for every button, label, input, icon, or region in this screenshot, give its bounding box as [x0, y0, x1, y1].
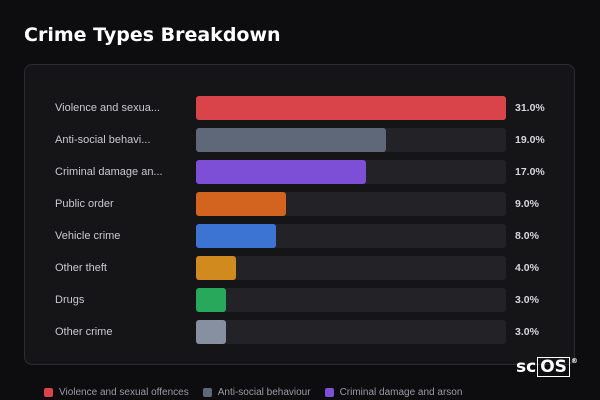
category-label: Other theft	[55, 262, 107, 274]
logo-boxed: OS	[537, 357, 570, 377]
legend-swatch	[44, 388, 53, 397]
legend-item: Violence and sexual offences	[44, 387, 189, 398]
bar-row: Vehicle crime 8.0%	[25, 224, 574, 248]
logo-prefix: sc	[516, 357, 537, 377]
legend-label: Criminal damage and arson	[339, 387, 463, 398]
category-label: Anti-social behavi...	[55, 134, 151, 146]
bar-row: Anti-social behavi... 19.0%	[25, 128, 574, 152]
bar-track	[196, 288, 506, 312]
category-label: Public order	[55, 198, 114, 210]
bar-row: Criminal damage an... 17.0%	[25, 160, 574, 184]
bar	[196, 160, 366, 184]
value-label: 19.0%	[515, 134, 545, 146]
bar-row: Other theft 4.0%	[25, 256, 574, 280]
legend-swatch	[202, 388, 212, 397]
legend-item: Criminal damage and arson	[324, 387, 463, 398]
bar	[196, 256, 236, 280]
bar-row: Violence and sexua... 31.0%	[25, 96, 574, 120]
bar	[196, 320, 226, 344]
value-label: 31.0%	[515, 102, 545, 114]
value-label: 17.0%	[515, 166, 545, 178]
bar	[196, 96, 506, 120]
bar-track	[196, 160, 506, 184]
legend-label: Violence and sexual offences	[59, 387, 189, 398]
bar-track	[196, 192, 506, 216]
legend-label: Anti-social behaviour	[217, 387, 311, 398]
bar-track	[196, 128, 506, 152]
legend-item: Anti-social behaviour	[202, 387, 311, 398]
chart-panel: Violence and sexua... 31.0% Anti-social be…	[24, 64, 575, 365]
category-label: Other crime	[55, 326, 113, 338]
value-label: 3.0%	[515, 326, 539, 338]
chart-title: Crime Types Breakdown	[24, 24, 281, 46]
bar-track	[196, 96, 506, 120]
category-label: Criminal damage an...	[55, 166, 163, 178]
chart-legend: Violence and sexual offences Anti-social …	[44, 387, 462, 398]
bar-track	[196, 224, 506, 248]
bar	[196, 288, 226, 312]
bar	[196, 224, 276, 248]
bar-row: Drugs 3.0%	[25, 288, 574, 312]
logo-registered-mark: ®	[570, 357, 578, 365]
category-label: Drugs	[55, 294, 85, 306]
category-label: Vehicle crime	[55, 230, 121, 242]
bar-row: Other crime 3.0%	[25, 320, 574, 344]
bar-row: Public order 9.0%	[25, 192, 574, 216]
value-label: 4.0%	[515, 262, 539, 274]
bar-track	[196, 320, 506, 344]
bar	[196, 128, 386, 152]
bar-track	[196, 256, 506, 280]
value-label: 9.0%	[515, 198, 539, 210]
category-label: Violence and sexua...	[55, 102, 160, 114]
bar	[196, 192, 286, 216]
value-label: 3.0%	[515, 294, 539, 306]
value-label: 8.0%	[515, 230, 539, 242]
brand-logo: sc OS ®	[516, 357, 578, 377]
legend-swatch	[324, 388, 334, 397]
